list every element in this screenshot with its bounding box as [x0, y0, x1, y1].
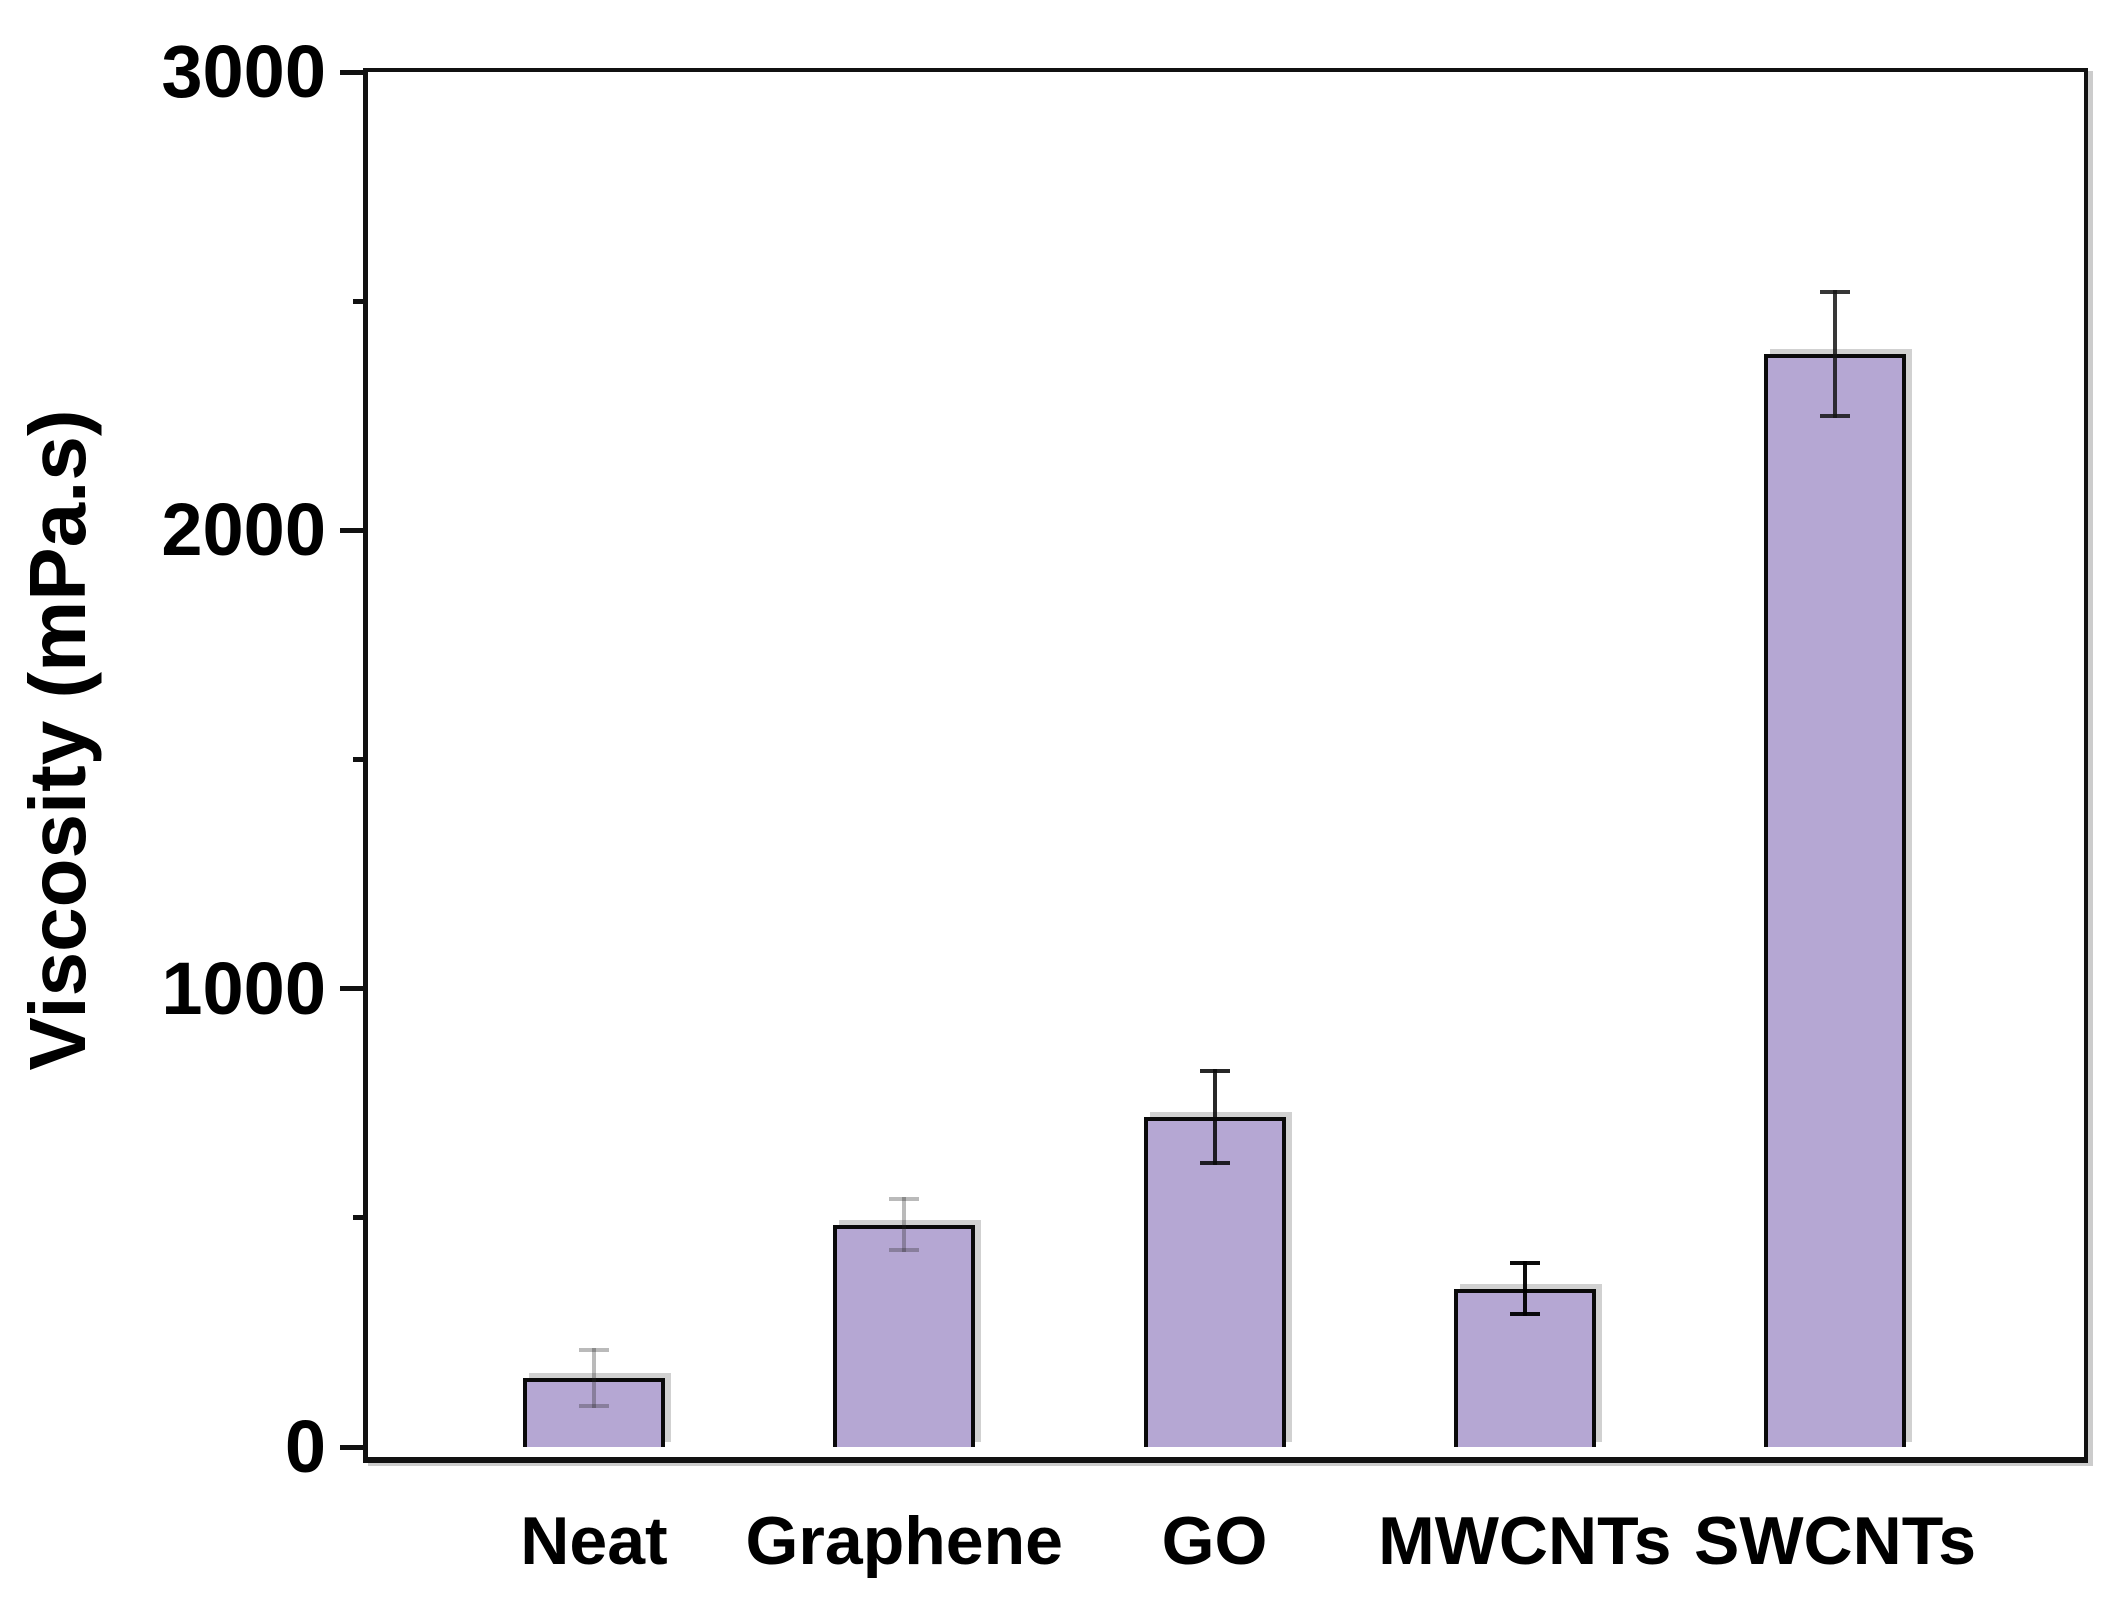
bar-graphene: [833, 1224, 976, 1447]
error-bar-line: [1833, 289, 1837, 419]
error-bar-swcnts: [1820, 289, 1850, 419]
error-bar-cap-bottom: [1199, 1161, 1230, 1166]
error-bar-mwcnts: [1509, 1261, 1540, 1317]
plot-area: [368, 72, 2075, 1447]
y-tick-label-1000: 1000: [161, 946, 326, 1030]
y-tick-label-3000: 3000: [161, 30, 326, 113]
y-tick-label-0: 0: [284, 1405, 326, 1488]
error-bar-line: [1522, 1261, 1527, 1317]
error-bar-cap-bottom: [1820, 414, 1850, 419]
error-bar-line: [902, 1197, 907, 1253]
y-major-tick: [340, 1444, 366, 1450]
error-bar-cap-top: [889, 1197, 920, 1202]
error-bar-cap-bottom: [1509, 1312, 1540, 1317]
error-bar-cap-bottom: [579, 1404, 609, 1409]
bar-go: [1143, 1117, 1286, 1447]
bar-swcnts: [1764, 353, 1906, 1447]
error-bar-cap-top: [1509, 1261, 1540, 1266]
x-tick-label-neat: Neat: [520, 1503, 668, 1579]
error-bar-neat: [579, 1348, 609, 1409]
y-minor-tick: [353, 757, 366, 762]
x-tick-label-mwcnts: MWCNTs: [1378, 1503, 1672, 1579]
error-bar-cap-top: [579, 1348, 609, 1353]
y-axis-title: Viscosity (mPa.s): [13, 408, 102, 1071]
y-minor-tick: [353, 298, 366, 304]
x-tick-label-graphene: Graphene: [745, 1503, 1063, 1579]
bar-neat: [523, 1378, 665, 1447]
error-bar-cap-bottom: [889, 1248, 920, 1253]
x-tick-label-swcnts: SWCNTs: [1693, 1503, 1977, 1579]
y-major-tick: [340, 527, 366, 533]
y-tick-label-2000: 2000: [161, 488, 326, 572]
error-bar-line: [592, 1348, 596, 1409]
y-major-tick: [340, 986, 366, 992]
y-minor-tick: [353, 1215, 366, 1221]
error-bar-cap-top: [1820, 289, 1850, 294]
error-bar-line: [1212, 1068, 1217, 1166]
y-major-tick: [340, 69, 366, 75]
error-bar-cap-top: [1199, 1068, 1230, 1073]
x-tick-label-go: GO: [1161, 1503, 1268, 1579]
error-bar-graphene: [889, 1197, 920, 1253]
error-bar-go: [1199, 1068, 1230, 1166]
